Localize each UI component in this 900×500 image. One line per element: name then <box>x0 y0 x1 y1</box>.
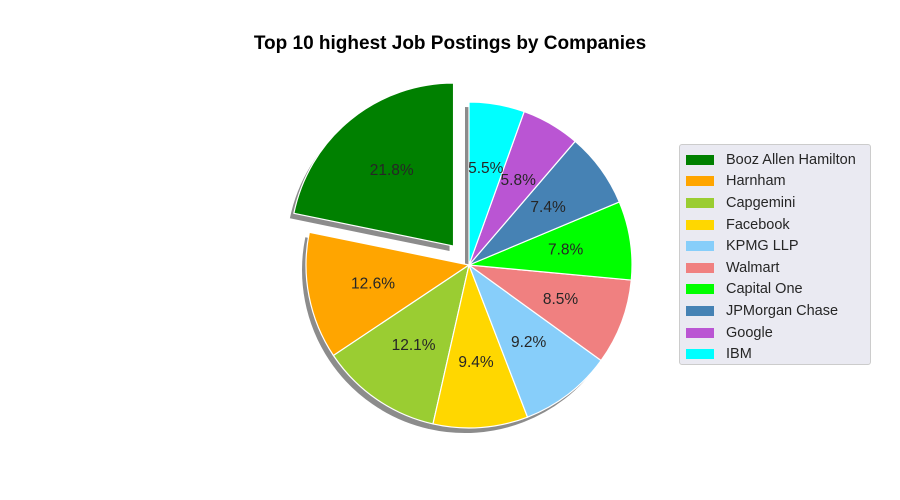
legend-swatch <box>686 154 714 165</box>
legend-swatch <box>686 327 714 338</box>
legend-label: Facebook <box>726 216 790 233</box>
legend-item-capital-one: Capital One <box>686 279 870 301</box>
slice-label-harnham: 12.6% <box>351 275 395 292</box>
legend-swatch <box>686 176 714 187</box>
pie-slice-capgemini <box>332 264 470 425</box>
slice-label-walmart: 8.5% <box>543 291 579 308</box>
legend-swatch <box>686 219 714 230</box>
slice-label-kpmg-llp: 9.2% <box>511 334 547 351</box>
legend-label: Harnham <box>726 173 786 190</box>
legend-label: Walmart <box>726 259 780 276</box>
legend-swatch <box>686 262 714 273</box>
legend-item-kpmg-llp: KPMG LLP <box>686 235 870 257</box>
legend-item-harnham: Harnham <box>686 171 870 193</box>
legend-item-facebook: Facebook <box>686 214 870 236</box>
pie-slice-kpmg-llp <box>468 264 602 418</box>
legend-label: Google <box>726 324 773 341</box>
slice-label-jpmorgan-chase: 7.4% <box>530 199 566 216</box>
legend-item-ibm: IBM <box>686 343 870 365</box>
slice-label-google: 5.8% <box>501 172 537 189</box>
pie-slice-ibm <box>468 101 525 266</box>
legend-label: JPMorgan Chase <box>726 302 839 319</box>
slice-label-booz-allen-hamilton: 21.8% <box>370 162 414 179</box>
legend: Booz Allen Hamilton Harnham Capgemini Faceb… <box>679 144 871 365</box>
legend-swatch <box>686 349 714 360</box>
legend-label: Booz Allen Hamilton <box>726 151 856 168</box>
legend-label: IBM <box>726 346 752 363</box>
chart-title: Top 10 highest Job Postings by Companies <box>253 33 647 54</box>
legend-swatch <box>686 305 714 316</box>
legend-swatch <box>686 197 714 208</box>
legend-label: Capital One <box>726 281 803 298</box>
legend-item-capgemini: Capgemini <box>686 192 870 214</box>
legend-swatch <box>686 241 714 252</box>
legend-item-walmart: Walmart <box>686 257 870 279</box>
legend-item-google: Google <box>686 322 870 344</box>
legend-item-booz-allen-hamilton: Booz Allen Hamilton <box>686 149 870 171</box>
pie-slice-harnham <box>305 231 470 357</box>
label-layer: 21.8% 12.6% 12.1% 9.4% 9.2% 8.5% 7.8% 7.4% 5.8%5… <box>351 160 584 371</box>
legend-label: KPMG LLP <box>726 238 799 255</box>
pie-slice-walmart <box>468 264 632 362</box>
legend-label: Capgemini <box>726 194 796 211</box>
legend-swatch <box>686 284 714 295</box>
slice-label-ibm: 5.5% <box>468 160 504 177</box>
legend-item-jpmorgan-chase: JPMorgan Chase <box>686 300 870 322</box>
pie-slice-booz-allen-hamilton <box>293 82 455 247</box>
pie-slice-facebook <box>432 264 529 429</box>
slice-label-facebook: 9.4% <box>458 354 494 371</box>
slice-label-capital-one: 7.8% <box>548 242 584 259</box>
slice-label-capgemini: 12.1% <box>392 337 436 354</box>
slice-layer <box>293 82 633 429</box>
